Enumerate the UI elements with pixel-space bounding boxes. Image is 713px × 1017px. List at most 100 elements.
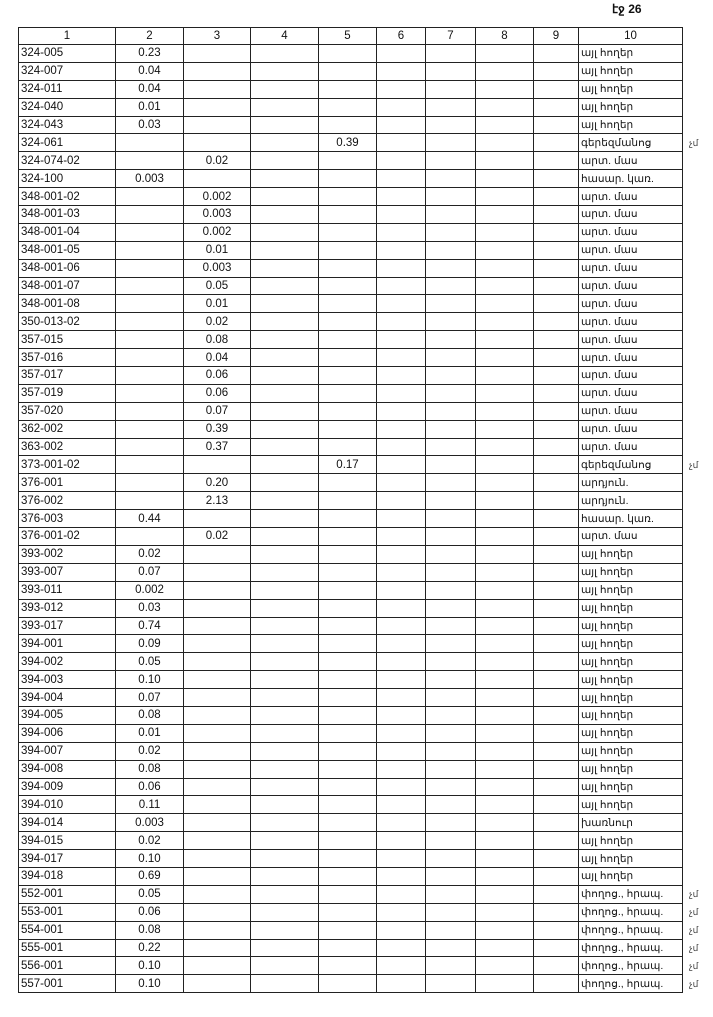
area-value-col4 bbox=[250, 437, 319, 457]
parcel-code: 348-001-04 bbox=[18, 222, 116, 242]
area-value-col6 bbox=[376, 741, 426, 761]
area-value-col2 bbox=[115, 205, 184, 224]
land-type: այլ հողեր bbox=[578, 580, 683, 600]
margin-note bbox=[683, 563, 713, 581]
margin-note bbox=[683, 671, 713, 689]
area-value-col3: 0.04 bbox=[183, 348, 251, 368]
area-value-col4 bbox=[250, 205, 319, 224]
area-value-col9 bbox=[533, 598, 579, 618]
area-value-col3: 0.02 bbox=[183, 151, 251, 171]
area-value-col8 bbox=[475, 705, 534, 725]
area-value-col7 bbox=[425, 616, 476, 636]
area-value-col3 bbox=[183, 455, 251, 475]
table-row: 394-018 0.69 այլ հողեր bbox=[18, 866, 713, 886]
margin-note bbox=[683, 349, 713, 367]
parcel-code: 357-020 bbox=[18, 401, 116, 421]
area-value-col2 bbox=[115, 240, 184, 260]
margin-note bbox=[683, 778, 713, 796]
area-value-col3: 0.37 bbox=[183, 437, 251, 457]
area-value-col2: 0.06 bbox=[115, 902, 184, 922]
area-value-col8 bbox=[475, 79, 534, 99]
area-value-col3 bbox=[183, 831, 251, 851]
area-value-col9 bbox=[533, 240, 579, 260]
column-header-3: 3 bbox=[183, 27, 251, 45]
area-value-col4 bbox=[250, 562, 319, 582]
area-value-col3: 0.002 bbox=[183, 222, 251, 242]
area-value-col6 bbox=[376, 205, 426, 224]
area-value-col8 bbox=[475, 473, 534, 493]
area-value-col8 bbox=[475, 777, 534, 797]
area-value-col6 bbox=[376, 187, 426, 207]
area-value-col6 bbox=[376, 240, 426, 260]
area-value-col7 bbox=[425, 652, 476, 672]
table-row: 324-040 0.01 այլ հողեր bbox=[18, 97, 713, 117]
area-value-col9 bbox=[533, 79, 579, 99]
area-value-col3 bbox=[183, 759, 251, 779]
area-value-col8 bbox=[475, 491, 534, 511]
area-value-col5 bbox=[318, 169, 377, 189]
table-row: 394-017 0.10 այլ հողեր bbox=[18, 849, 713, 868]
table-row: 394-006 0.01 այլ հողեր bbox=[18, 723, 713, 743]
area-value-col2 bbox=[115, 133, 184, 153]
margin-note bbox=[683, 116, 713, 134]
parcel-code: 553-001 bbox=[18, 902, 116, 922]
area-value-col4 bbox=[250, 133, 319, 153]
area-value-col7 bbox=[425, 920, 476, 940]
column-header-6: 6 bbox=[376, 27, 426, 45]
area-value-col4 bbox=[250, 294, 319, 314]
area-value-col5 bbox=[318, 205, 377, 224]
area-value-col4 bbox=[250, 151, 319, 171]
area-value-col3 bbox=[183, 866, 251, 886]
area-value-col6 bbox=[376, 795, 426, 815]
area-value-col9 bbox=[533, 473, 579, 493]
table-row: 393-012 0.03 այլ հողեր bbox=[18, 598, 713, 618]
margin-note bbox=[683, 510, 713, 528]
land-type: արտ. մաս bbox=[578, 240, 683, 260]
area-value-col3 bbox=[183, 509, 251, 529]
area-value-col5 bbox=[318, 151, 377, 171]
area-value-col9 bbox=[533, 813, 579, 833]
area-value-col4 bbox=[250, 741, 319, 761]
area-value-col9 bbox=[533, 688, 579, 707]
area-value-col7 bbox=[425, 61, 476, 81]
area-value-col4 bbox=[250, 634, 319, 654]
area-value-col7 bbox=[425, 348, 476, 368]
land-type: այլ հողեր bbox=[578, 688, 683, 707]
area-value-col5 bbox=[318, 330, 377, 350]
area-value-col7 bbox=[425, 723, 476, 743]
margin-note bbox=[683, 170, 713, 188]
area-value-col2 bbox=[115, 419, 184, 439]
land-type: արտ. մաս bbox=[578, 205, 683, 224]
margin-note: չմ bbox=[689, 942, 699, 953]
parcel-code: 394-003 bbox=[18, 670, 116, 690]
area-value-col6 bbox=[376, 366, 426, 385]
area-value-col9 bbox=[533, 616, 579, 636]
area-value-col4 bbox=[250, 831, 319, 851]
area-value-col6 bbox=[376, 312, 426, 332]
area-value-col4 bbox=[250, 97, 319, 117]
area-value-col8 bbox=[475, 813, 534, 833]
area-value-col9 bbox=[533, 956, 579, 976]
area-value-col4 bbox=[250, 401, 319, 421]
area-value-col3 bbox=[183, 97, 251, 117]
area-value-col2 bbox=[115, 437, 184, 457]
area-value-col9 bbox=[533, 61, 579, 81]
table-row: 556-001 0.10 փողոց., հրապ. չմ bbox=[18, 956, 713, 976]
land-type: գերեզմանոց bbox=[578, 133, 683, 153]
column-header-9: 9 bbox=[533, 27, 579, 45]
land-type: արտ. մաս bbox=[578, 383, 683, 403]
land-type: արդյուն. bbox=[578, 473, 683, 493]
margin-note bbox=[683, 367, 713, 385]
margin-note bbox=[683, 599, 713, 617]
area-value-col9 bbox=[533, 544, 579, 564]
area-value-col7 bbox=[425, 44, 476, 63]
area-value-col3 bbox=[183, 705, 251, 725]
area-value-col8 bbox=[475, 795, 534, 815]
area-value-col8 bbox=[475, 688, 534, 707]
area-value-col8 bbox=[475, 723, 534, 743]
land-type: այլ հողեր bbox=[578, 759, 683, 779]
area-value-col6 bbox=[376, 634, 426, 654]
table-row: 394-009 0.06 այլ հողեր bbox=[18, 777, 713, 797]
area-value-col6 bbox=[376, 831, 426, 851]
area-value-col9 bbox=[533, 652, 579, 672]
